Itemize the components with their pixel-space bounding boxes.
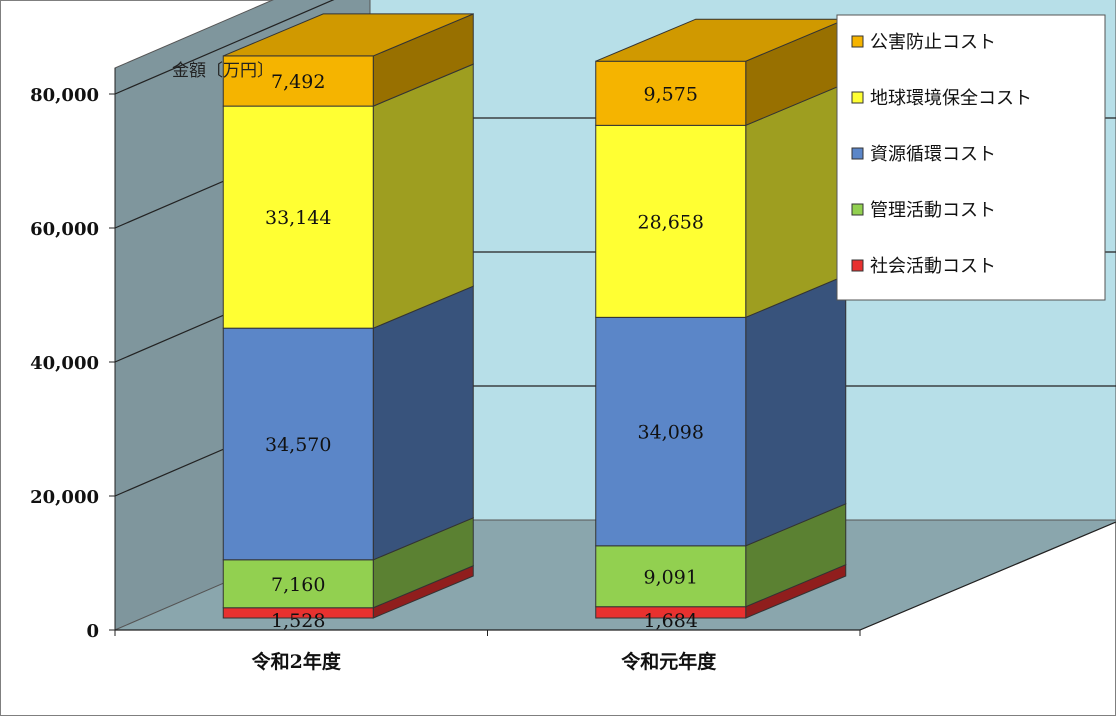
y-tick-label: 60,000 (30, 219, 99, 240)
y-tick-label: 20,000 (30, 487, 99, 508)
y-axis-ticks: 0 20,000 40,000 60,000 80,000 (30, 68, 1116, 642)
bar-stack: 1,528 7,160 34,570 33,144 7,492 (222, 13, 474, 632)
bar-segment-series-1 (595, 545, 747, 608)
legend-swatch (851, 147, 864, 160)
bars: 1,528 7,160 34,570 33,144 7,492 1,684 9,091 34,… (222, 13, 847, 632)
legend-box (836, 14, 1106, 301)
legend-swatch (851, 35, 864, 48)
bar-top (223, 13, 474, 57)
bar-side-series-2 (745, 274, 847, 547)
data-label: 1,528 (271, 610, 325, 632)
bar-segment-series-2 (222, 327, 374, 561)
y-tick-label: 40,000 (30, 353, 99, 374)
data-label: 7,160 (271, 574, 325, 596)
y-axis-label: 金額〔万円〕 (172, 61, 274, 81)
data-label: 34,570 (265, 434, 331, 456)
bar-segment-series-2 (595, 316, 747, 547)
y-tick-label: 80,000 (30, 85, 99, 106)
legend-label: 地球環境保全コスト (870, 88, 1032, 109)
bar-segment-series-4 (595, 60, 747, 126)
gridline-side (114, 0, 335, 95)
bar-segment-series-1 (222, 559, 374, 609)
bar-stack: 1,684 9,091 34,098 28,658 9,575 (595, 18, 847, 632)
legend-label: 社会活動コスト (870, 256, 996, 277)
y-tick-label: 0 (86, 621, 99, 642)
legend-swatch (851, 203, 864, 216)
x-axis-ticks: 令和2年度 令和元年度 (114, 630, 861, 673)
data-label: 34,098 (638, 422, 704, 444)
data-label: 9,091 (644, 566, 698, 588)
bar-segment-series-4 (222, 55, 374, 107)
legend-swatch (851, 259, 864, 272)
legend-label: 公害防止コスト (870, 32, 996, 53)
bar-segment-series-3 (222, 105, 374, 329)
x-tick-label: 令和2年度 (252, 650, 342, 673)
data-label: 28,658 (638, 211, 704, 233)
data-label: 9,575 (644, 83, 698, 105)
floor-edge (859, 521, 1116, 631)
bar-side-series-3 (372, 63, 474, 329)
legend-label: 管理活動コスト (870, 200, 996, 221)
data-label: 1,684 (644, 610, 698, 632)
data-label: 7,492 (271, 71, 325, 93)
legend-label: 資源循環コスト (870, 144, 996, 165)
data-label: 33,144 (265, 207, 331, 229)
bar-segment-series-3 (595, 124, 747, 318)
bar-side-series-2 (372, 285, 474, 561)
legend-swatch (851, 91, 864, 104)
x-tick-label: 令和元年度 (621, 650, 717, 673)
